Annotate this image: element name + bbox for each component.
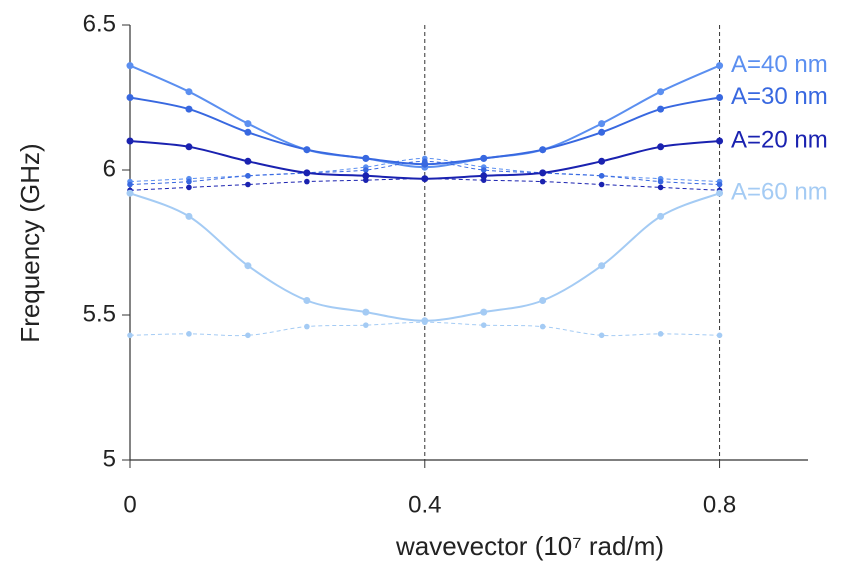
x-axis-label: wavevector (10⁷ rad/m) — [395, 531, 664, 561]
y-tick-label: 6.5 — [83, 10, 116, 37]
point — [598, 120, 606, 128]
point — [539, 323, 546, 330]
legend-label: A=60 nm — [731, 179, 828, 206]
point — [598, 262, 606, 270]
y-tick-label: 5.5 — [83, 300, 116, 327]
point — [362, 172, 370, 180]
point — [362, 308, 370, 316]
point — [539, 178, 546, 185]
x-tick-label: 0 — [123, 491, 136, 518]
point — [598, 157, 606, 165]
point — [244, 128, 252, 136]
point — [245, 332, 251, 339]
point — [186, 331, 192, 337]
point — [421, 175, 429, 183]
point — [186, 178, 192, 185]
point — [657, 88, 665, 96]
point — [657, 331, 664, 337]
point — [716, 181, 723, 188]
point — [480, 172, 488, 180]
point — [185, 88, 193, 96]
legend-label: A=20 nm — [731, 126, 828, 153]
point — [304, 178, 310, 185]
point — [657, 105, 665, 113]
point — [657, 143, 665, 151]
point — [244, 262, 252, 270]
point — [126, 94, 134, 101]
point — [421, 317, 429, 325]
point — [185, 212, 193, 220]
point — [716, 137, 724, 145]
point — [185, 143, 193, 151]
point — [598, 332, 605, 339]
point — [362, 154, 370, 162]
point — [657, 212, 665, 220]
legend-label: A=30 nm — [731, 83, 828, 110]
point — [303, 297, 311, 304]
point — [716, 332, 723, 339]
point — [126, 189, 134, 197]
point — [185, 105, 193, 113]
point — [539, 146, 547, 154]
x-tick-label: 0.8 — [703, 491, 736, 518]
point — [598, 181, 605, 188]
point — [539, 169, 547, 177]
point — [126, 137, 134, 145]
legend-label: A=40 nm — [731, 51, 828, 78]
point — [186, 184, 192, 191]
point — [363, 167, 369, 173]
point — [363, 322, 369, 328]
point — [657, 184, 664, 191]
point — [480, 308, 488, 316]
y-axis-label: Frequency (GHz) — [15, 143, 45, 342]
point — [480, 167, 487, 173]
point — [716, 94, 724, 101]
point — [716, 189, 724, 197]
point — [480, 322, 487, 328]
point — [126, 62, 134, 70]
point — [539, 297, 547, 304]
point — [127, 332, 133, 339]
point — [657, 178, 664, 185]
point — [244, 157, 252, 165]
point — [598, 128, 606, 136]
point — [716, 62, 724, 70]
x-tick-label: 0.4 — [408, 491, 441, 518]
point — [303, 169, 311, 177]
point — [245, 173, 251, 179]
point — [421, 160, 429, 168]
y-tick-label: 6 — [103, 155, 116, 182]
point — [598, 173, 605, 179]
point — [303, 146, 311, 154]
point — [245, 181, 251, 188]
point — [480, 154, 488, 162]
point — [127, 181, 133, 188]
point — [244, 120, 252, 128]
point — [304, 323, 310, 330]
y-tick-label: 5 — [103, 445, 116, 472]
